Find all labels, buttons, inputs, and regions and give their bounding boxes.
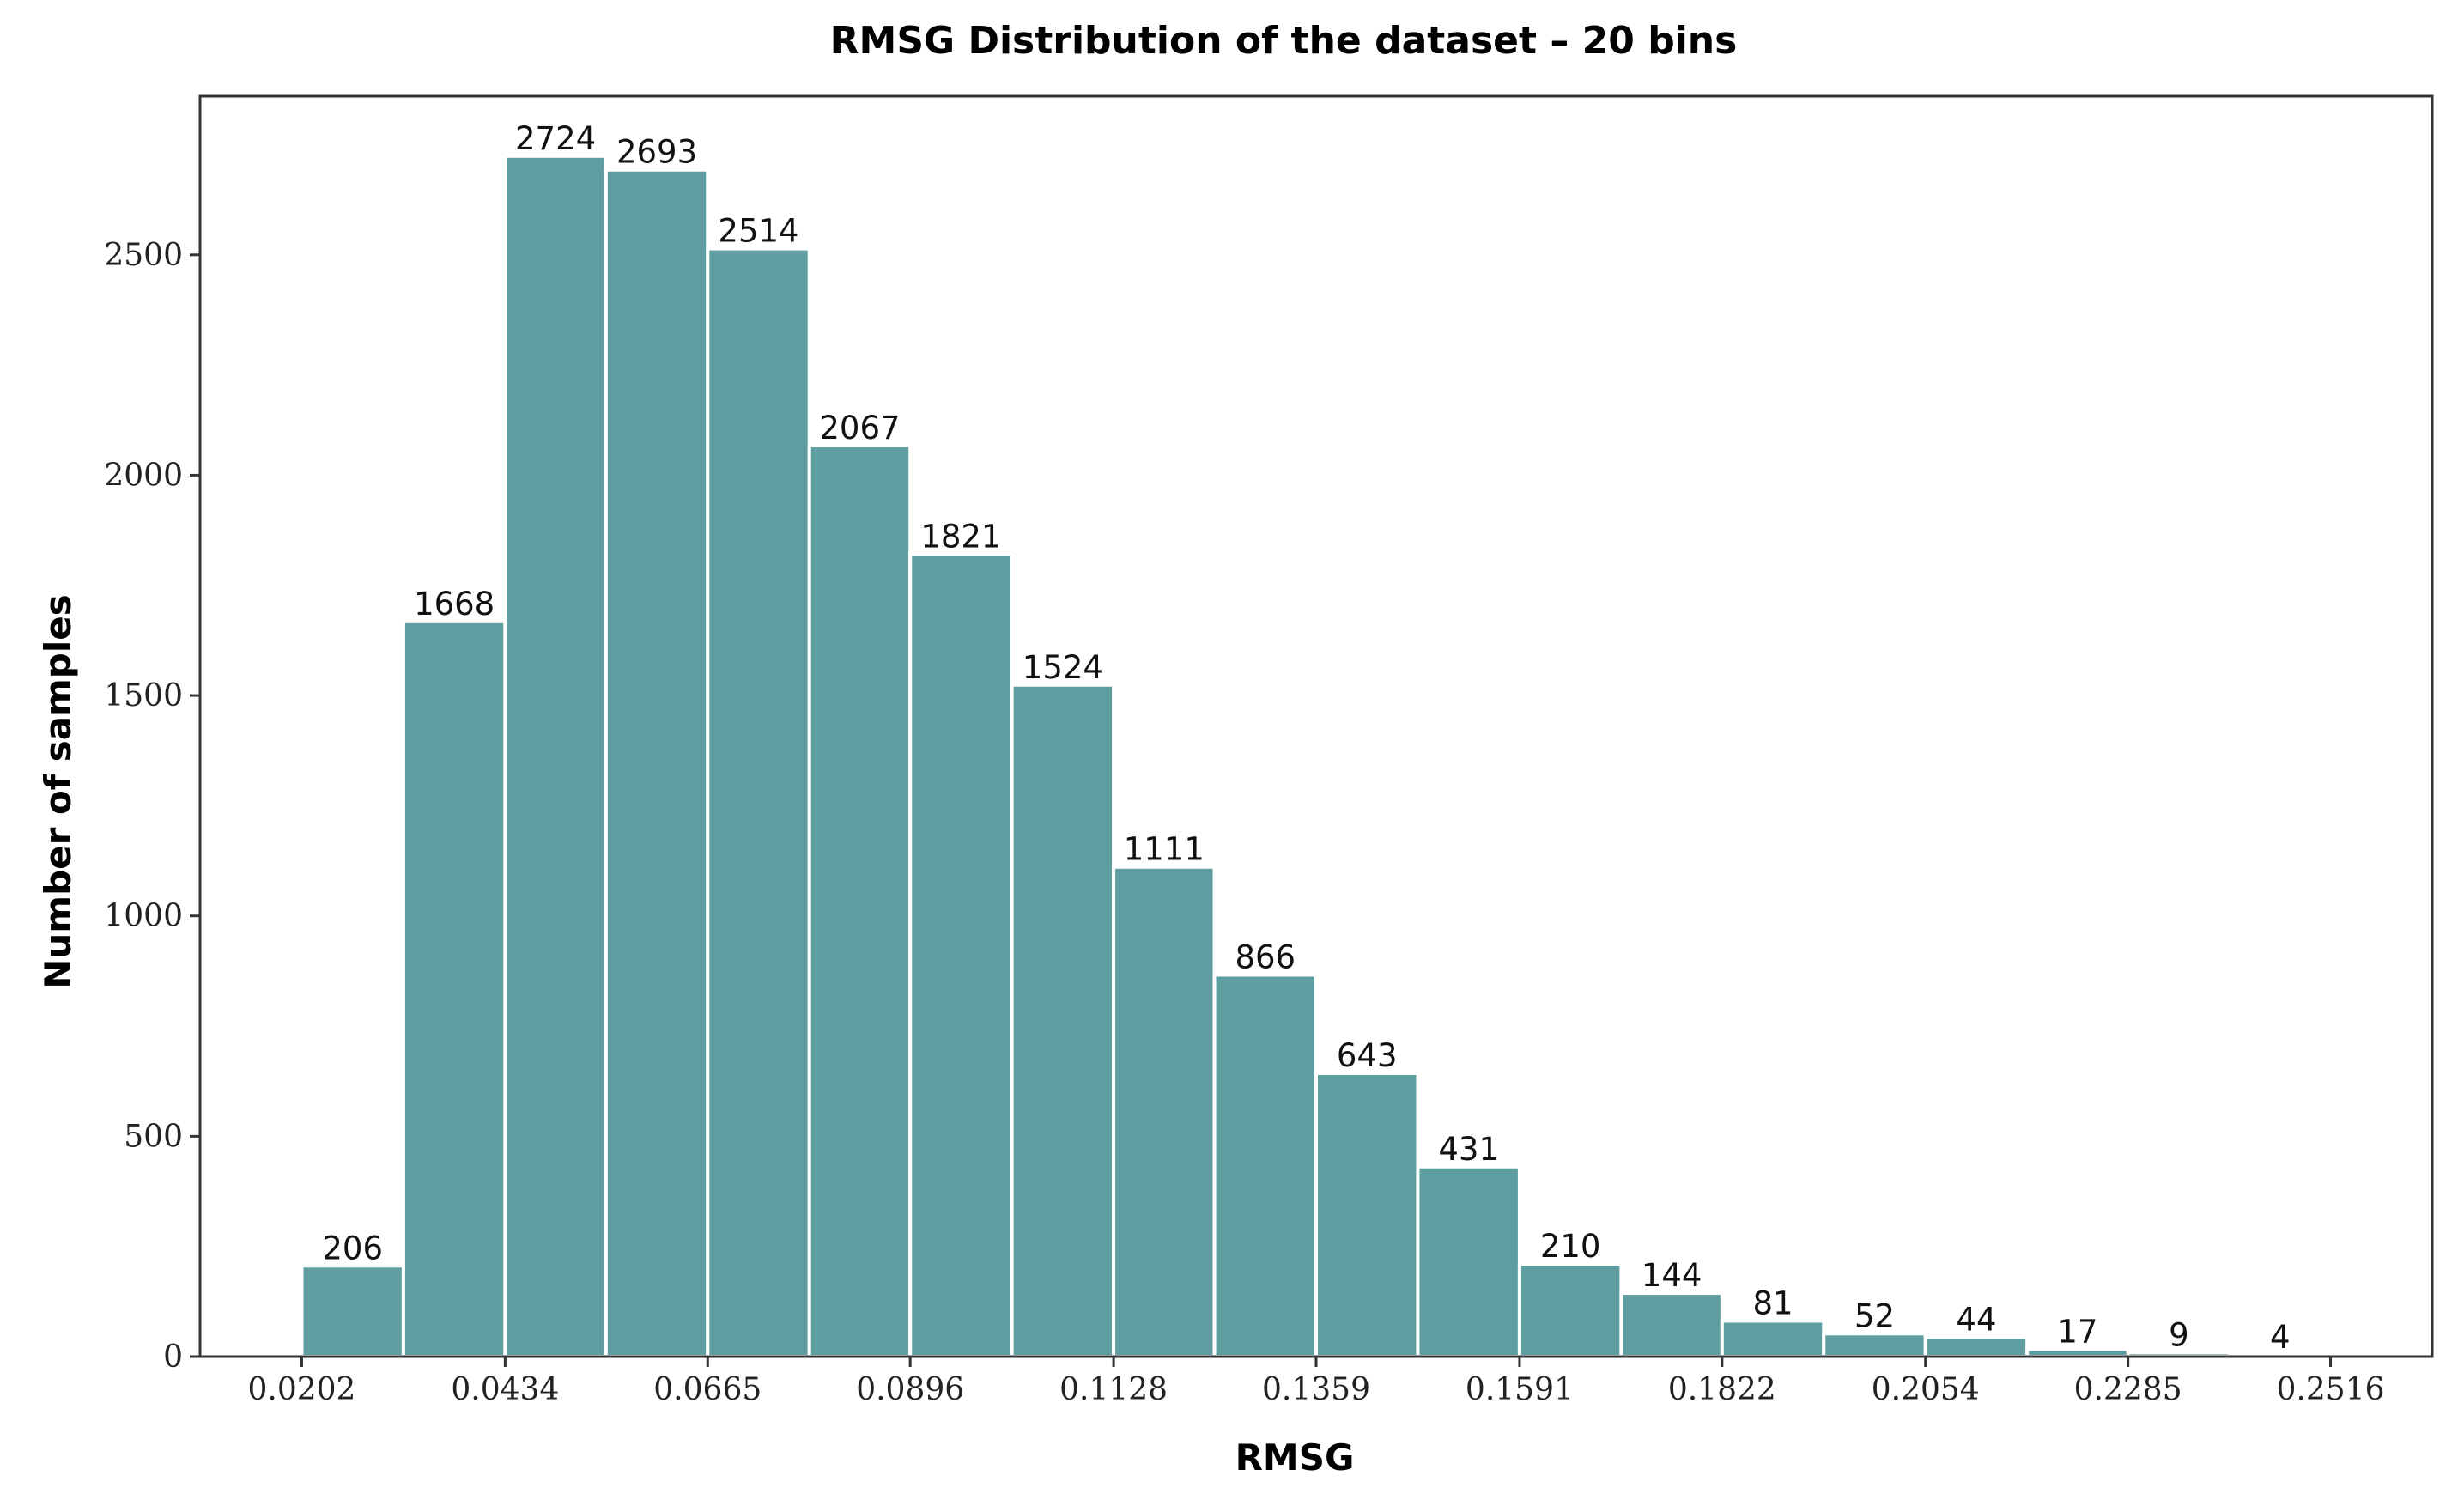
histogram-bar	[300, 1264, 405, 1358]
histogram-bar	[503, 154, 608, 1358]
x-tick-label: 0.0434	[451, 1372, 559, 1407]
x-tick-label: 0.2054	[1872, 1372, 1980, 1407]
histogram-bar	[1314, 1071, 1420, 1359]
bar-value-label: 431	[1438, 1131, 1499, 1168]
histogram-bar	[1822, 1332, 1927, 1358]
bar-value-label: 81	[1753, 1284, 1793, 1321]
histogram-bar	[706, 246, 811, 1359]
bar-value-label: 17	[2057, 1313, 2097, 1350]
histogram-bar	[1517, 1262, 1623, 1359]
y-axis: 0 500 1000 1500 2000 2500	[104, 238, 200, 1375]
bar-value-label: 2067	[819, 410, 900, 446]
histogram-bar	[1010, 683, 1116, 1358]
data-labels-group: 206 1668 2724 2693 2514 2067 1821 1524 1111 866 64…	[322, 120, 2290, 1356]
x-tick-label: 0.0665	[653, 1372, 762, 1407]
bar-value-label: 1111	[1124, 831, 1205, 868]
histogram-bar	[807, 444, 913, 1358]
x-tick-label: 0.1822	[1668, 1372, 1776, 1407]
y-tick-label: 500	[124, 1119, 183, 1154]
bar-value-label: 2724	[515, 120, 596, 157]
bar-value-label: 144	[1642, 1257, 1702, 1294]
x-axis-title: RMSG	[1235, 1436, 1355, 1479]
bar-value-label: 44	[1956, 1301, 1996, 1338]
y-axis-title: Number of samples	[37, 594, 79, 989]
bar-value-label: 52	[1854, 1297, 1895, 1334]
bar-value-label: 866	[1235, 938, 1296, 975]
x-tick-label: 0.1128	[1059, 1372, 1168, 1407]
y-tick-label: 2000	[104, 458, 183, 493]
y-tick-label: 1500	[104, 678, 183, 714]
bar-value-label: 643	[1337, 1037, 1398, 1074]
chart-title: RMSG Distribution of the dataset – 20 bi…	[830, 19, 1738, 63]
x-tick-label: 0.1591	[1466, 1372, 1574, 1407]
y-tick-label: 0	[163, 1339, 183, 1375]
x-axis: 0.0202 0.0434 0.0665 0.0896 0.1128 0.1359 0.15…	[247, 1357, 2385, 1407]
histogram-bar	[1923, 1335, 2030, 1359]
plot-frame	[198, 94, 2434, 1358]
bar-value-label: 1524	[1023, 649, 1103, 686]
x-tick-label: 0.0202	[247, 1372, 355, 1407]
x-tick-label: 0.1359	[1262, 1372, 1370, 1407]
histogram-bar	[1212, 973, 1318, 1358]
bar-value-label: 9	[2169, 1316, 2189, 1353]
histogram-bar	[1619, 1291, 1724, 1358]
x-tick-label: 0.0896	[856, 1372, 964, 1407]
histogram-bar	[1416, 1164, 1521, 1359]
y-tick-label: 2500	[104, 238, 183, 273]
bars-group	[300, 154, 2333, 1359]
bar-value-label: 1668	[414, 586, 495, 622]
histogram-bar	[604, 167, 710, 1359]
bar-value-label: 2693	[616, 134, 697, 171]
bar-value-label: 210	[1540, 1228, 1601, 1265]
bar-value-label: 2514	[718, 213, 798, 250]
histogram-bar	[1720, 1319, 1826, 1359]
bar-value-label: 4	[2270, 1319, 2291, 1356]
x-tick-label: 0.2516	[2277, 1372, 2385, 1407]
histogram-bar	[401, 619, 507, 1358]
bar-value-label: 206	[322, 1230, 383, 1266]
y-tick-label: 1000	[104, 899, 183, 934]
histogram-bar	[1112, 865, 1217, 1358]
x-tick-label: 0.2285	[2074, 1372, 2182, 1407]
histogram-bar	[908, 552, 1014, 1358]
bar-value-label: 1821	[920, 518, 1001, 555]
